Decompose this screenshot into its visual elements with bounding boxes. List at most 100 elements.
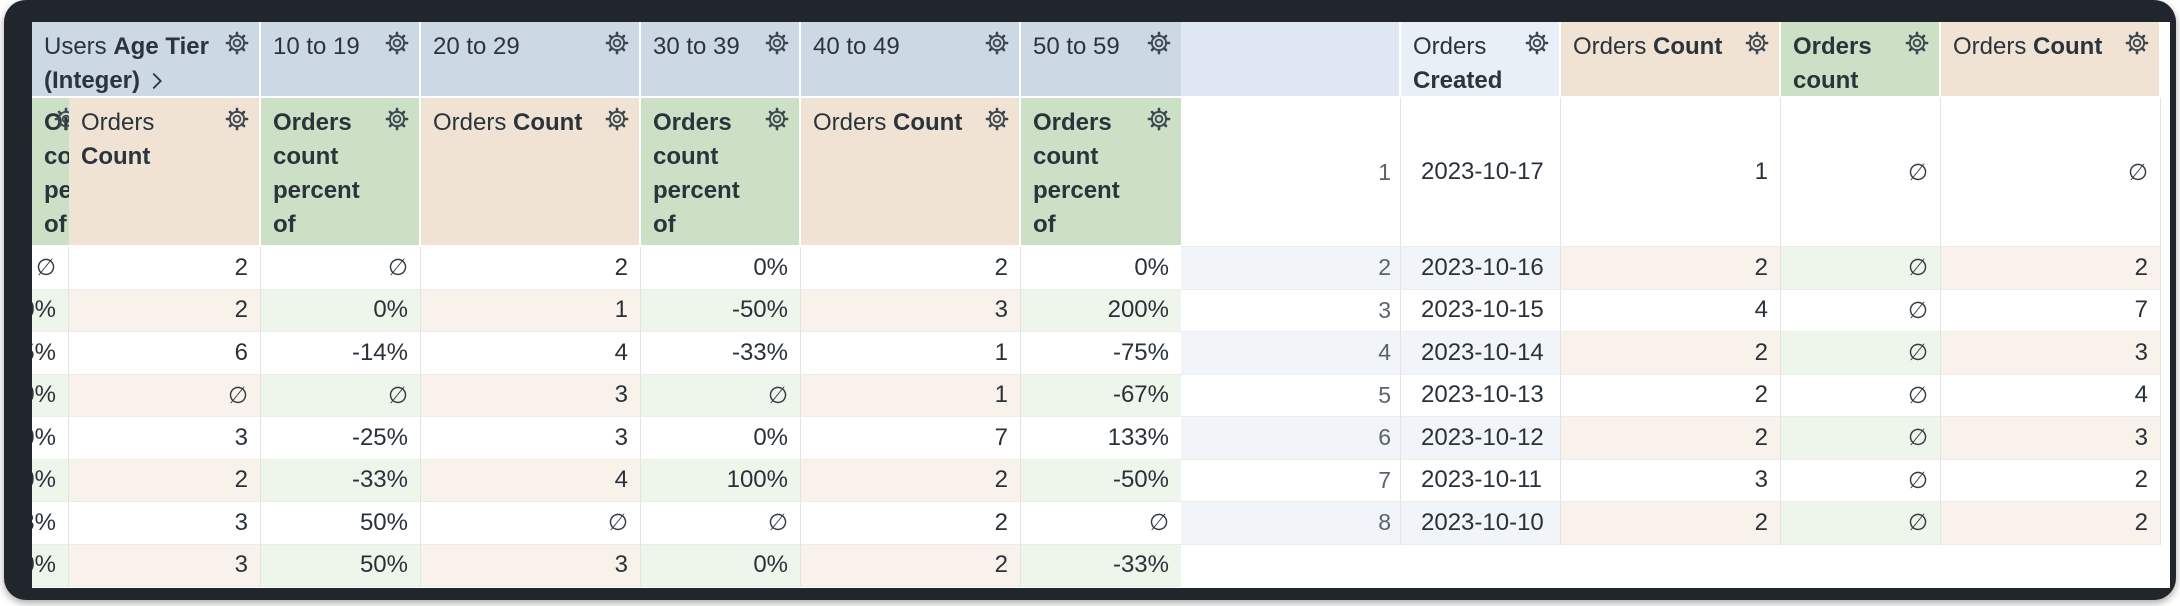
gear-icon[interactable] bbox=[1744, 30, 1770, 56]
percent-cell[interactable]: -50% bbox=[1021, 459, 1181, 502]
percent-cell[interactable]: ∅ bbox=[1781, 247, 1941, 290]
pivot-value-header[interactable]: 10 to 19 bbox=[261, 22, 421, 98]
gear-icon[interactable] bbox=[1146, 106, 1172, 132]
percent-cell[interactable]: 133% bbox=[1021, 417, 1181, 460]
percent-cell[interactable]: -50% bbox=[641, 289, 801, 332]
percent-cell[interactable]: ∅ bbox=[261, 374, 421, 417]
count-cell[interactable]: 3 bbox=[421, 374, 641, 417]
pivot-dimension-header[interactable]: Users Age Tier (Integer) bbox=[32, 22, 261, 98]
pivot-value-header[interactable]: 20 to 29 bbox=[421, 22, 641, 98]
count-cell[interactable]: 1 bbox=[801, 332, 1021, 375]
count-cell[interactable]: 4 bbox=[1561, 289, 1781, 332]
measure-count-header[interactable]: Orders Count bbox=[801, 98, 1021, 247]
percent-cell[interactable]: 0% bbox=[641, 544, 801, 587]
gear-icon[interactable] bbox=[764, 30, 790, 56]
count-cell[interactable]: 2 bbox=[1561, 247, 1781, 290]
date-cell[interactable]: 2023-10-13 bbox=[1401, 374, 1561, 417]
date-cell[interactable]: 2023-10-11 bbox=[1401, 459, 1561, 502]
gear-icon[interactable] bbox=[604, 106, 630, 132]
measure-count-header[interactable]: Orders Count bbox=[1561, 22, 1781, 98]
gear-icon[interactable] bbox=[1904, 30, 1930, 56]
measure-percent-header[interactable]: Orders count percent of previous - acros… bbox=[641, 98, 801, 340]
gear-icon[interactable] bbox=[1524, 30, 1550, 56]
gear-icon[interactable] bbox=[224, 106, 250, 132]
date-cell[interactable]: 2023-10-15 bbox=[1401, 289, 1561, 332]
percent-cell[interactable]: ∅ bbox=[641, 374, 801, 417]
count-cell[interactable]: 4 bbox=[421, 459, 641, 502]
count-cell[interactable]: ∅ bbox=[1941, 98, 2161, 247]
gear-icon[interactable] bbox=[384, 106, 410, 132]
percent-cell[interactable]: 75% bbox=[32, 332, 69, 375]
count-cell[interactable]: 2 bbox=[1561, 332, 1781, 375]
percent-cell[interactable]: ∅ bbox=[1781, 374, 1941, 417]
count-cell[interactable]: ∅ bbox=[421, 502, 641, 545]
count-cell[interactable]: 3 bbox=[421, 544, 641, 587]
percent-cell[interactable]: ∅ bbox=[261, 247, 421, 290]
percent-cell[interactable]: ∅ bbox=[1781, 459, 1941, 502]
date-cell[interactable]: 2023-10-10 bbox=[1401, 502, 1561, 545]
count-cell[interactable]: 2 bbox=[69, 459, 261, 502]
percent-cell[interactable]: 0% bbox=[1021, 247, 1181, 290]
count-cell[interactable]: 2 bbox=[801, 247, 1021, 290]
count-cell[interactable]: 2 bbox=[1561, 374, 1781, 417]
count-cell[interactable]: 1 bbox=[421, 289, 641, 332]
percent-cell[interactable]: 50% bbox=[261, 502, 421, 545]
count-cell[interactable]: 1 bbox=[1561, 98, 1781, 247]
count-cell[interactable]: 2 bbox=[1941, 247, 2161, 290]
percent-cell[interactable]: -14% bbox=[261, 332, 421, 375]
gear-icon[interactable] bbox=[224, 30, 250, 56]
percent-cell[interactable]: 0% bbox=[32, 289, 69, 332]
count-cell[interactable]: 2 bbox=[801, 459, 1021, 502]
date-cell[interactable]: 2023-10-14 bbox=[1401, 332, 1561, 375]
percent-cell[interactable]: ∅ bbox=[1781, 417, 1941, 460]
gear-icon[interactable] bbox=[984, 30, 1010, 56]
percent-cell[interactable]: -33% bbox=[641, 332, 801, 375]
date-cell[interactable]: 2023-10-17 bbox=[1401, 98, 1561, 247]
measure-percent-header[interactable]: Orders count percent of previous - acros… bbox=[261, 98, 421, 340]
percent-cell[interactable]: ∅ bbox=[1781, 332, 1941, 375]
count-cell[interactable]: 2 bbox=[1561, 502, 1781, 545]
percent-cell[interactable]: 0% bbox=[261, 289, 421, 332]
percent-cell[interactable]: 0% bbox=[32, 544, 69, 587]
percent-cell[interactable]: 100% bbox=[32, 417, 69, 460]
date-cell[interactable]: 2023-10-12 bbox=[1401, 417, 1561, 460]
percent-cell[interactable]: ∅ bbox=[1781, 502, 1941, 545]
gear-icon[interactable] bbox=[2124, 30, 2150, 56]
count-cell[interactable]: 3 bbox=[801, 289, 1021, 332]
percent-cell[interactable]: ∅ bbox=[32, 247, 69, 290]
count-cell[interactable]: 4 bbox=[421, 332, 641, 375]
count-cell[interactable]: 7 bbox=[801, 417, 1021, 460]
count-cell[interactable]: 2 bbox=[801, 544, 1021, 587]
gear-icon[interactable] bbox=[984, 106, 1010, 132]
count-cell[interactable]: ∅ bbox=[69, 374, 261, 417]
gear-icon[interactable] bbox=[764, 106, 790, 132]
measure-percent-header[interactable]: Orders count percent of previous - acros… bbox=[1021, 98, 1181, 340]
percent-cell[interactable]: -33% bbox=[261, 459, 421, 502]
measure-count-header[interactable]: Orders Count bbox=[421, 98, 641, 247]
gear-icon[interactable] bbox=[384, 30, 410, 56]
count-cell[interactable]: 3 bbox=[421, 417, 641, 460]
percent-cell[interactable]: 0% bbox=[641, 247, 801, 290]
count-cell[interactable]: 2 bbox=[69, 247, 261, 290]
measure-count-header[interactable]: Orders Count bbox=[1941, 22, 2161, 98]
percent-cell[interactable]: ∅ bbox=[1781, 289, 1941, 332]
percent-cell[interactable]: -67% bbox=[1021, 374, 1181, 417]
count-cell[interactable]: 2 bbox=[69, 289, 261, 332]
count-cell[interactable]: 3 bbox=[69, 544, 261, 587]
count-cell[interactable]: 6 bbox=[69, 332, 261, 375]
percent-cell[interactable]: 50% bbox=[32, 459, 69, 502]
count-cell[interactable]: 2 bbox=[801, 502, 1021, 545]
percent-cell[interactable]: 100% bbox=[641, 459, 801, 502]
pivot-value-header[interactable]: 40 to 49 bbox=[801, 22, 1021, 98]
count-cell[interactable]: 3 bbox=[69, 417, 261, 460]
gear-icon[interactable] bbox=[1146, 30, 1172, 56]
count-cell[interactable]: 3 bbox=[1941, 332, 2161, 375]
percent-cell[interactable]: 50% bbox=[261, 544, 421, 587]
percent-cell[interactable]: -75% bbox=[1021, 332, 1181, 375]
percent-cell[interactable]: 200% bbox=[1021, 289, 1181, 332]
count-cell[interactable]: 1 bbox=[801, 374, 1021, 417]
count-cell[interactable]: 3 bbox=[69, 502, 261, 545]
percent-cell[interactable]: -33% bbox=[1021, 544, 1181, 587]
date-cell[interactable]: 2023-10-16 bbox=[1401, 247, 1561, 290]
count-cell[interactable]: 4 bbox=[1941, 374, 2161, 417]
